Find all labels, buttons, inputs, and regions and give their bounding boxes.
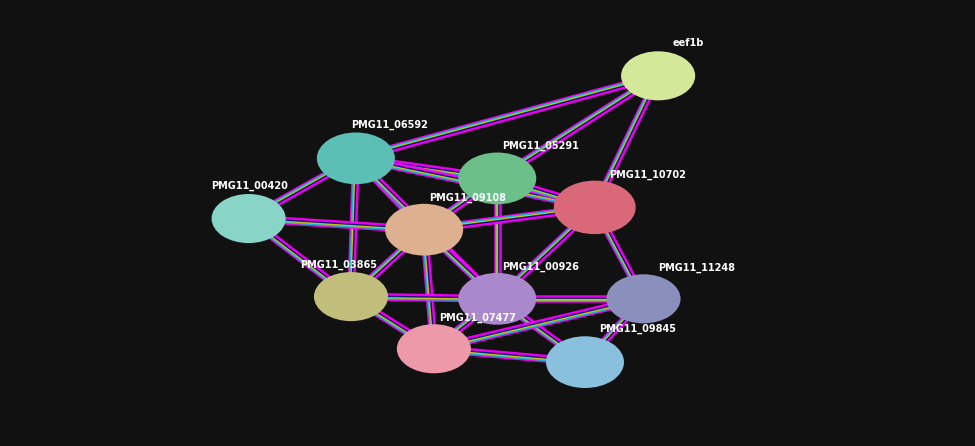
Ellipse shape	[606, 274, 681, 323]
Ellipse shape	[621, 51, 695, 100]
Ellipse shape	[458, 153, 536, 204]
Text: PMG11_09108: PMG11_09108	[429, 193, 506, 203]
Ellipse shape	[212, 194, 286, 243]
Text: PMG11_09845: PMG11_09845	[600, 324, 677, 334]
Ellipse shape	[314, 272, 388, 321]
Ellipse shape	[317, 132, 395, 184]
Ellipse shape	[458, 273, 536, 325]
Text: PMG11_07477: PMG11_07477	[439, 313, 516, 323]
Text: PMG11_11248: PMG11_11248	[658, 263, 735, 273]
Text: PMG11_00926: PMG11_00926	[502, 262, 579, 272]
Ellipse shape	[385, 204, 463, 256]
Ellipse shape	[546, 336, 624, 388]
Text: PMG11_06592: PMG11_06592	[351, 120, 428, 130]
Ellipse shape	[397, 324, 471, 373]
Ellipse shape	[554, 181, 636, 234]
Text: PMG11_03865: PMG11_03865	[300, 260, 377, 270]
Text: PMG11_00420: PMG11_00420	[212, 181, 289, 191]
Text: eef1b: eef1b	[673, 38, 704, 48]
Text: PMG11_10702: PMG11_10702	[609, 169, 686, 180]
Text: PMG11_05291: PMG11_05291	[502, 140, 579, 151]
